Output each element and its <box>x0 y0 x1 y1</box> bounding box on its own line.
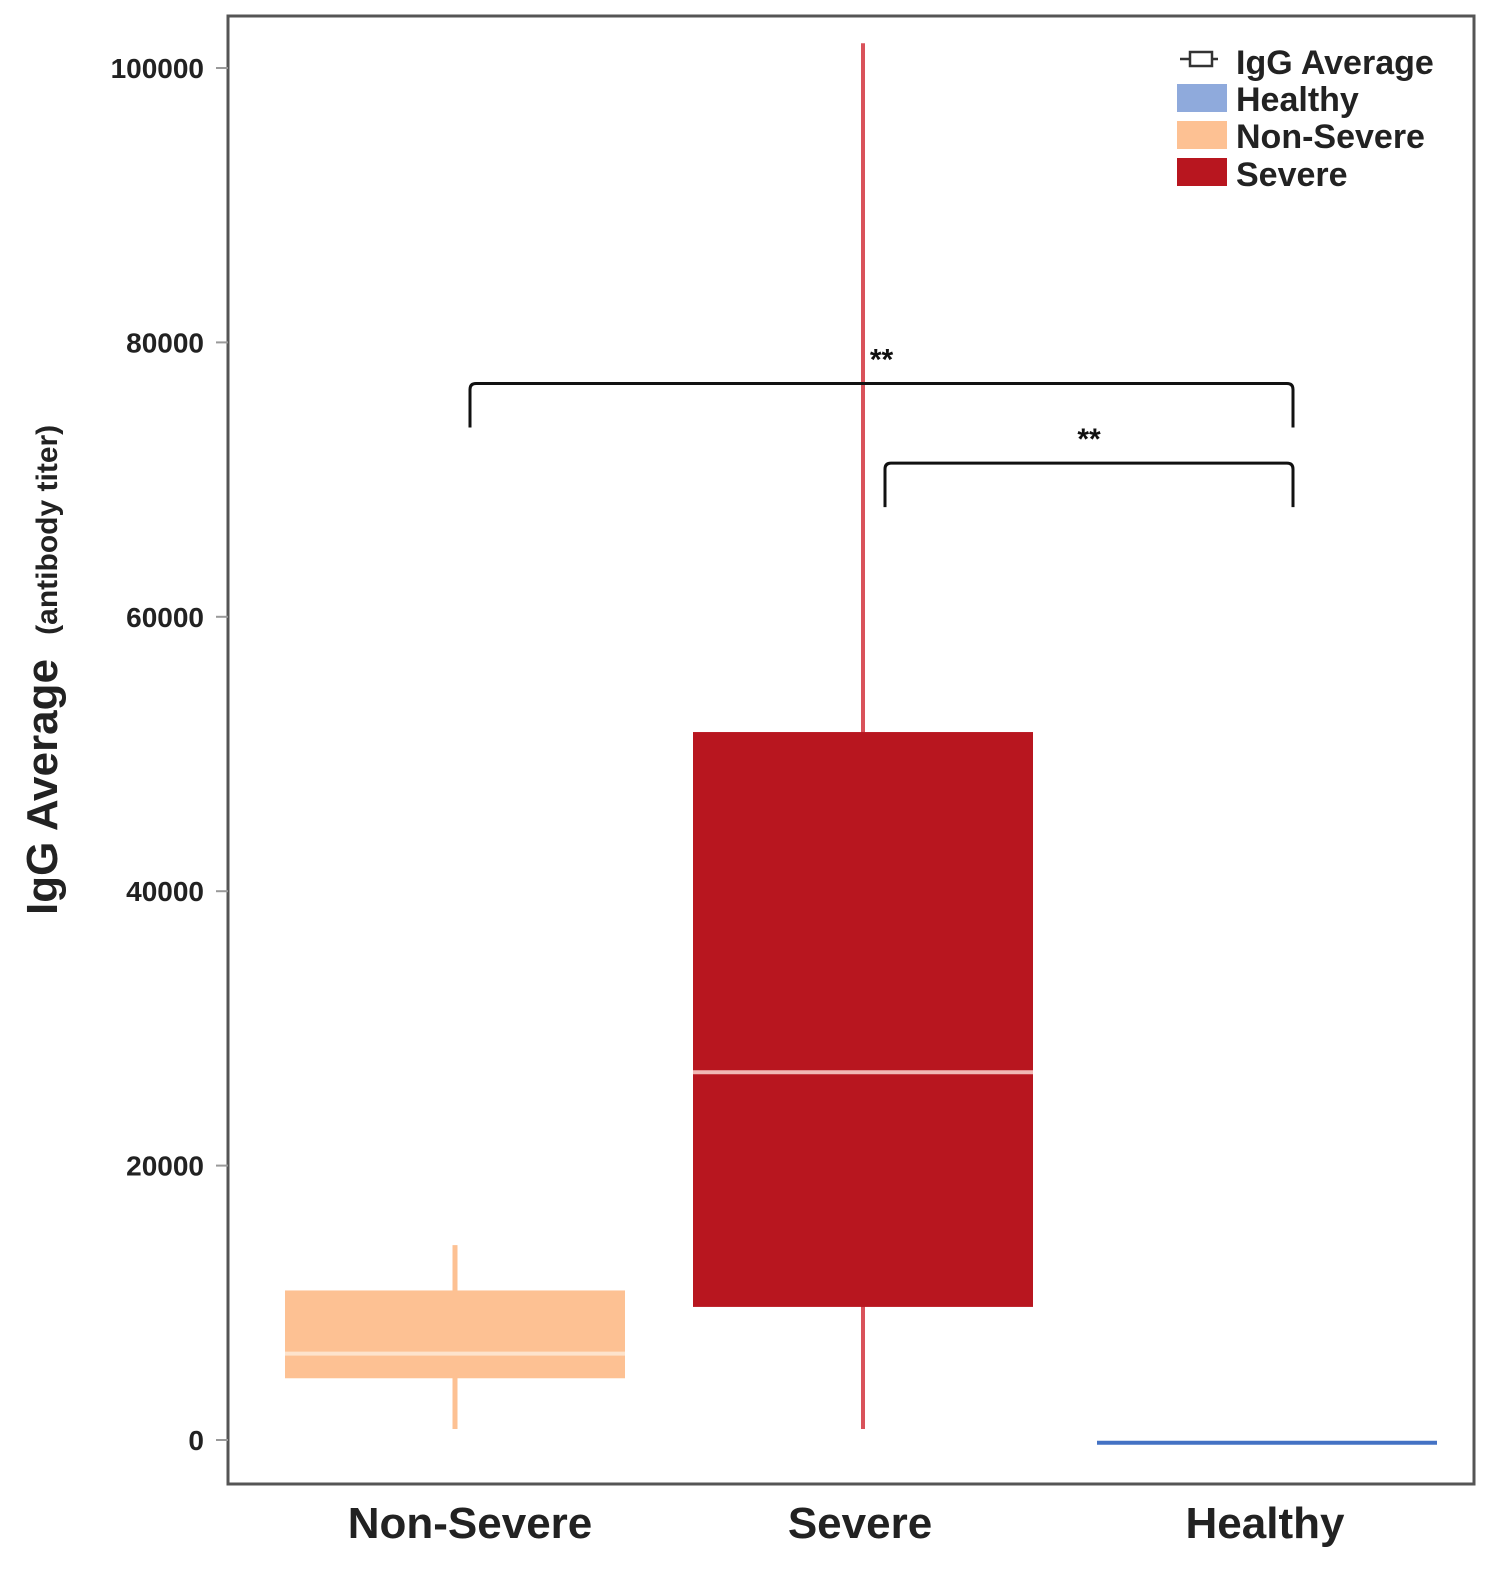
significance-label: ** <box>1077 423 1101 456</box>
x-category-label: Healthy <box>1186 1499 1345 1548</box>
legend-boxplot-icon <box>1180 50 1218 68</box>
legend-label-non-severe: Non-Severe <box>1236 118 1425 156</box>
significance-label: ** <box>870 344 894 377</box>
legend-label-severe: Severe <box>1236 156 1348 194</box>
y-tick-label: 20000 <box>126 1151 204 1182</box>
y-tick-label: 40000 <box>126 876 204 907</box>
legend-swatch-severe <box>1177 158 1227 186</box>
box-body-non-severe <box>285 1290 625 1379</box>
box-non-severe <box>285 1245 625 1430</box>
y-tick-label: 60000 <box>126 602 204 633</box>
y-tick-label: 100000 <box>111 53 204 84</box>
x-category-label: Non-Severe <box>348 1499 593 1548</box>
bracket-line <box>468 382 1295 428</box>
legend-label-healthy: Healthy <box>1236 81 1359 119</box>
y-tick-label: 80000 <box>126 327 204 358</box>
box-severe <box>693 43 1033 1430</box>
y-axis-title-main: IgG Average <box>18 659 67 915</box>
box-body-severe <box>693 732 1033 1307</box>
significance-bracket-2: ** <box>883 423 1295 508</box>
legend-swatch-non-severe <box>1177 121 1227 149</box>
legend-title: IgG Average <box>1236 44 1434 82</box>
significance-bracket-1: ** <box>468 344 1295 428</box>
legend-swatch-healthy <box>1177 84 1227 112</box>
y-axis-title-unit: (antibody titer) <box>31 425 64 635</box>
y-tick-label: 0 <box>188 1425 204 1456</box>
x-category-label: Severe <box>788 1499 932 1548</box>
bracket-line <box>883 461 1295 508</box>
y-axis-title: IgG Average (antibody titer) <box>18 425 67 915</box>
legend: IgG Average Healthy Non-Severe Severe <box>1177 44 1434 194</box>
y-axis: 0 20000 40000 60000 80000 100000 <box>111 53 228 1456</box>
